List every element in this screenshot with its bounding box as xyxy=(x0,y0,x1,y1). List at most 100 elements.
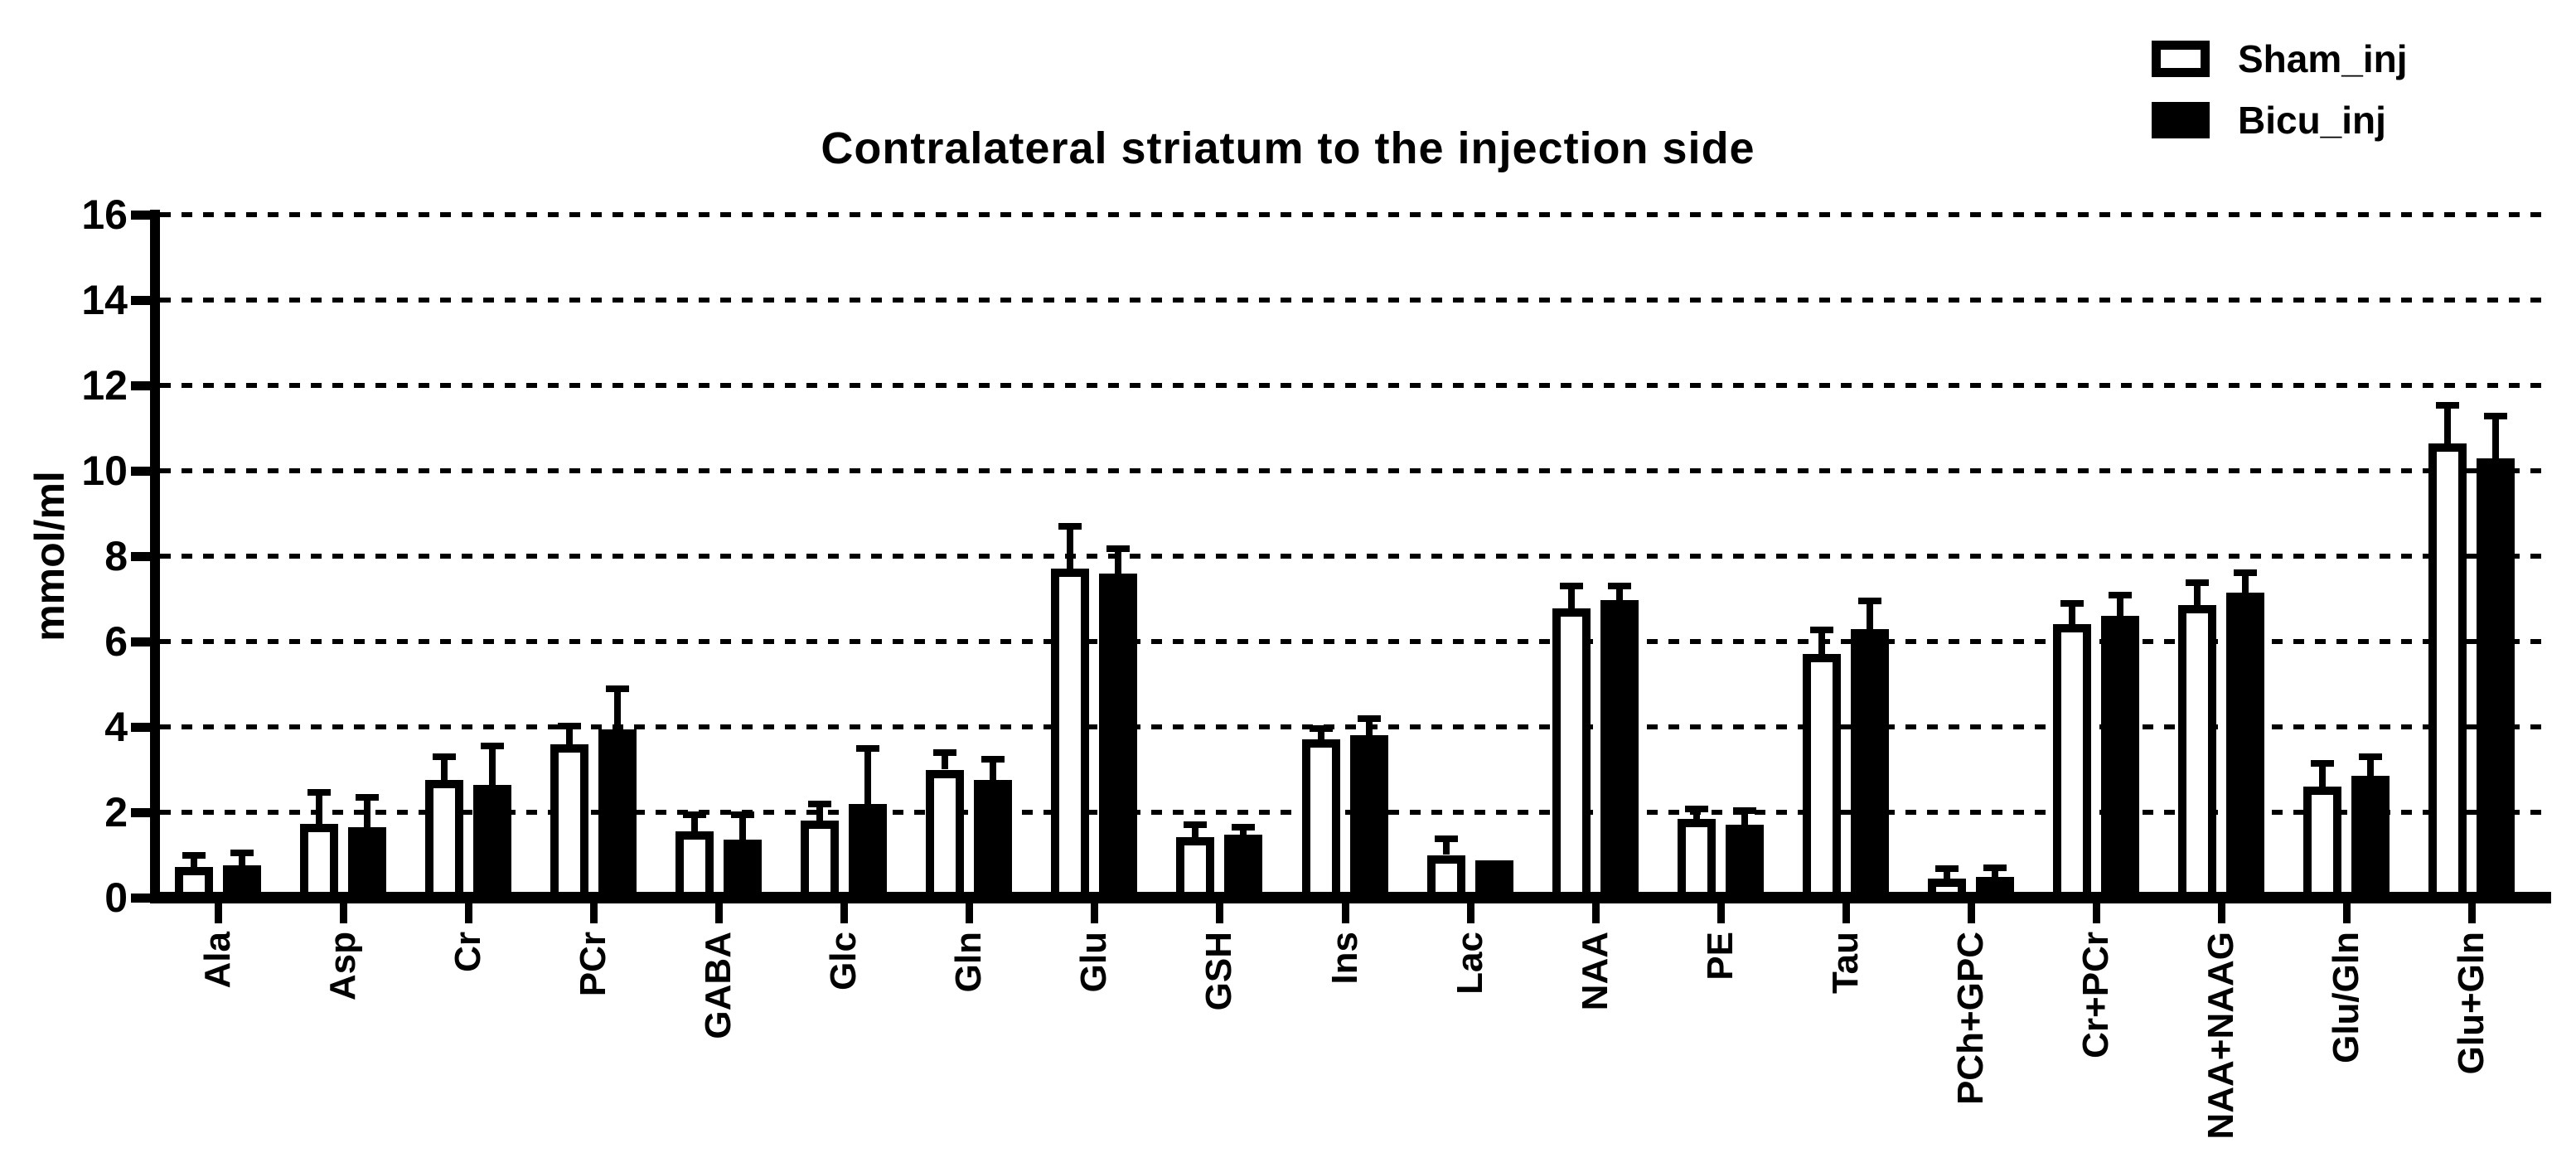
x-category-label-NAA+NAAG: NAA+NAAG xyxy=(2201,932,2242,1140)
gridline-y12 xyxy=(160,383,2551,388)
x-tick-Lac xyxy=(1466,903,1474,923)
bar-Sham_inj-PCr xyxy=(550,743,588,903)
x-tick-GABA xyxy=(714,903,723,923)
x-tick-Cr xyxy=(464,903,472,923)
x-category-label-Glu+Gln: Glu+Gln xyxy=(2451,932,2492,1075)
gridline-y14 xyxy=(160,298,2551,303)
x-category-label-Glu: Glu xyxy=(1073,932,1115,993)
error-bar-Sham_inj-Cr xyxy=(440,759,448,781)
error-cap-Sham_inj-Lac xyxy=(1434,835,1458,843)
y-tick-label-0: 0 xyxy=(104,874,128,921)
y-tick-4 xyxy=(131,723,154,732)
y-tick-label-8: 8 xyxy=(104,533,128,579)
error-cap-Sham_inj-Ala xyxy=(182,852,206,859)
y-tick-2 xyxy=(131,808,154,817)
error-cap-Bicu_inj-Glc xyxy=(856,744,880,752)
error-bar-Bicu_inj-Ins xyxy=(1365,720,1373,736)
x-category-label-Cr+PCr: Cr+PCr xyxy=(2075,932,2117,1058)
error-cap-Bicu_inj-GABA xyxy=(730,811,754,818)
y-tick-label-12: 12 xyxy=(81,362,128,409)
error-bar-Sham_inj-PE xyxy=(1692,811,1700,819)
x-tick-Tau xyxy=(1842,903,1850,923)
error-bar-Sham_inj-Glu xyxy=(1067,528,1074,569)
y-tick-label-4: 4 xyxy=(104,704,128,750)
error-bar-Sham_inj-Cr+PCr xyxy=(2069,605,2076,625)
error-bar-Sham_inj-Tau xyxy=(1818,632,1825,655)
error-cap-Bicu_inj-Glu xyxy=(1106,545,1131,552)
x-tick-Glc xyxy=(840,903,849,923)
bar-Bicu_inj-Glu+Gln xyxy=(2477,458,2515,903)
error-bar-Bicu_inj-Tau xyxy=(1866,603,1873,629)
error-cap-Sham_inj-Gln xyxy=(933,748,957,756)
error-bar-Sham_inj-NAA xyxy=(1567,588,1575,608)
error-cap-Sham_inj-GABA xyxy=(682,811,706,818)
gridline-y6 xyxy=(160,639,2551,644)
error-bar-Sham_inj-Glc xyxy=(816,806,824,821)
error-cap-Bicu_inj-GSH xyxy=(1232,823,1256,831)
bar-Bicu_inj-Glc xyxy=(849,803,888,903)
error-bar-Bicu_inj-Glu xyxy=(1115,550,1122,574)
error-cap-Bicu_inj-PCr xyxy=(605,685,629,692)
error-bar-Bicu_inj-NAA+NAAG xyxy=(2242,575,2249,593)
bar-Bicu_inj-Glu/Gln xyxy=(2351,776,2390,903)
x-tick-Gln xyxy=(966,903,974,923)
y-tick-8 xyxy=(131,552,154,561)
x-tick-GSH xyxy=(1216,903,1224,923)
error-cap-Sham_inj-Asp xyxy=(307,788,331,796)
bar-Sham_inj-NAA xyxy=(1552,608,1591,903)
error-cap-Sham_inj-Tau xyxy=(1809,627,1833,634)
error-bar-Bicu_inj-PCh+GPC xyxy=(1992,870,1999,877)
error-bar-Bicu_inj-Glc xyxy=(864,750,872,804)
error-cap-Sham_inj-Cr+PCr xyxy=(2060,599,2085,607)
error-cap-Bicu_inj-Ala xyxy=(230,849,254,856)
error-cap-Sham_inj-PCr xyxy=(557,722,581,729)
x-tick-Asp xyxy=(339,903,347,923)
error-cap-Sham_inj-Ins xyxy=(1309,724,1333,732)
bar-Bicu_inj-Cr+PCr xyxy=(2101,616,2140,903)
error-cap-Bicu_inj-PCh+GPC xyxy=(1983,864,2007,872)
bar-Bicu_inj-NAA xyxy=(1600,599,1639,903)
bar-Sham_inj-Ins xyxy=(1301,739,1340,903)
y-axis-line xyxy=(150,210,160,903)
error-cap-Bicu_inj-Cr+PCr xyxy=(2109,592,2133,599)
x-category-label-Lac: Lac xyxy=(1449,932,1490,995)
error-bar-Sham_inj-Gln xyxy=(942,754,949,770)
error-bar-Sham_inj-Lac xyxy=(1442,841,1450,855)
error-cap-Bicu_inj-NAA xyxy=(1607,583,1631,590)
x-category-label-Asp: Asp xyxy=(322,932,363,1001)
x-tick-Ala xyxy=(214,903,222,923)
error-cap-Sham_inj-NAA xyxy=(1559,582,1583,589)
error-cap-Bicu_inj-Tau xyxy=(1857,597,1881,604)
gridline-y10 xyxy=(160,468,2551,473)
error-bar-Sham_inj-Glu/Gln xyxy=(2319,765,2327,787)
legend: Sham_inj Bicu_inj xyxy=(2152,31,2408,154)
bar-Sham_inj-Gln xyxy=(926,769,965,903)
y-tick-label-16: 16 xyxy=(81,191,128,238)
error-bar-Bicu_inj-Ala xyxy=(238,855,245,866)
x-tick-PE xyxy=(1717,903,1725,923)
bar-Bicu_inj-Glu xyxy=(1099,573,1138,903)
x-category-label-NAA: NAA xyxy=(1574,932,1615,1011)
error-bar-Bicu_inj-Cr+PCr xyxy=(2117,598,2124,617)
x-category-label-Glu/Gln: Glu/Gln xyxy=(2326,932,2367,1063)
x-tick-Glu+Gln xyxy=(2468,903,2477,923)
sham-swatch-icon xyxy=(2152,41,2210,77)
gridline-y4 xyxy=(160,724,2551,729)
y-tick-6 xyxy=(131,637,154,647)
bar-Sham_inj-Glu/Gln xyxy=(2303,787,2342,903)
y-tick-10 xyxy=(131,467,154,476)
bar-Sham_inj-Cr+PCr xyxy=(2053,624,2092,903)
error-cap-Sham_inj-Cr xyxy=(432,753,456,761)
error-bar-Bicu_inj-Cr xyxy=(488,748,496,785)
error-cap-Bicu_inj-NAA+NAAG xyxy=(2234,569,2258,577)
error-cap-Sham_inj-PCh+GPC xyxy=(1935,865,1959,873)
bar-Bicu_inj-Tau xyxy=(1850,628,1889,903)
bar-Bicu_inj-NAA+NAAG xyxy=(2226,592,2265,903)
bar-Sham_inj-PE xyxy=(1677,818,1716,903)
legend-label-sham: Sham_inj xyxy=(2238,37,2408,80)
error-bar-Sham_inj-Ala xyxy=(190,858,197,867)
error-cap-Bicu_inj-Glu/Gln xyxy=(2359,753,2383,761)
x-tick-PCr xyxy=(589,903,598,923)
error-bar-Bicu_inj-GABA xyxy=(738,816,746,840)
y-tick-label-10: 10 xyxy=(81,448,128,494)
